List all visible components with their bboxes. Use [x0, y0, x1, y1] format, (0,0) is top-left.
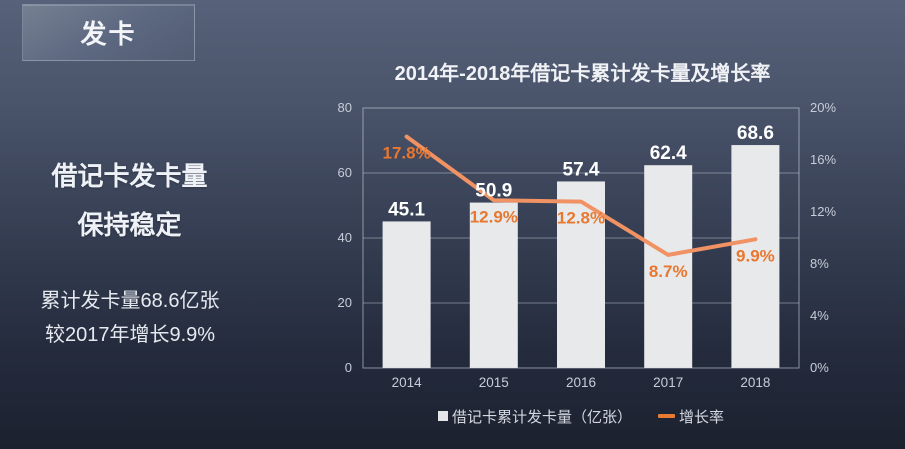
headline-line1: 借记卡发卡量: [51, 161, 208, 191]
chart-title: 2014年-2018年借记卡累计发卡量及增长率: [394, 63, 771, 85]
line-series-marker-icon: [658, 414, 675, 418]
bar-value-label: 68.6: [737, 123, 774, 144]
y-axis-left-tick: 0: [345, 360, 352, 375]
section-badge-label: 发卡: [80, 19, 137, 49]
bar-value-label: 45.1: [388, 199, 425, 220]
growth-point-label: 17.8%: [382, 144, 430, 163]
chart-legend: 借记卡累计发卡量（亿张） 增长率: [363, 406, 799, 426]
bar-value-label: 57.4: [563, 159, 600, 180]
summary-text: 累计发卡量68.6亿张 较2017年增长9.9%: [8, 284, 252, 352]
growth-rate-line: [404, 134, 758, 257]
bar-2014: [382, 221, 431, 368]
growth-point-label: 12.8%: [557, 209, 605, 228]
y-axis-left-tick: 60: [338, 165, 352, 180]
bar-value-label: 62.4: [650, 143, 687, 164]
summary-line1: 累计发卡量68.6亿张: [40, 290, 220, 312]
y-axis-left-tick: 80: [338, 100, 352, 115]
x-axis-label-2018: 2018: [740, 375, 770, 390]
bar-2015: [469, 202, 518, 368]
x-axis-label-2016: 2016: [566, 375, 596, 390]
x-axis-label-2014: 2014: [392, 375, 423, 390]
x-axis-label-2015: 2015: [479, 375, 509, 390]
y-axis-right-tick: 8%: [810, 256, 829, 271]
growth-point-label: 9.9%: [736, 246, 775, 265]
bar-2018: [731, 145, 780, 368]
bar-series-label: 借记卡累计发卡量（亿张）: [451, 408, 632, 426]
section-badge: 发卡: [22, 4, 195, 61]
summary-line2: 较2017年增长9.9%: [44, 324, 216, 346]
legend-item-line-series: 增长率: [658, 406, 724, 427]
legend-item-bar-series: 借记卡累计发卡量（亿张）: [437, 406, 632, 427]
y-axis-left-tick: 20: [338, 295, 352, 310]
y-axis-left-tick: 40: [338, 230, 352, 245]
growth-point-label: 12.9%: [470, 207, 518, 226]
bar-series-marker-icon: [437, 411, 448, 421]
y-axis-right-tick: 16%: [810, 152, 836, 167]
y-axis-right-tick: 4%: [810, 308, 829, 323]
headline: 借记卡发卡量 保持稳定: [12, 152, 247, 250]
growth-point-label: 8.7%: [649, 262, 688, 281]
bar-2017: [644, 165, 693, 368]
y-axis-right-tick: 20%: [810, 100, 836, 115]
bar-value-label: 50.9: [475, 181, 512, 202]
y-axis-right-tick: 12%: [810, 204, 836, 219]
line-series-label: 增长率: [679, 408, 725, 426]
plot-border: [362, 107, 800, 369]
y-axis-right-tick: 0%: [810, 360, 829, 375]
headline-line2: 保持稳定: [77, 210, 182, 240]
x-axis-label-2017: 2017: [653, 375, 683, 390]
